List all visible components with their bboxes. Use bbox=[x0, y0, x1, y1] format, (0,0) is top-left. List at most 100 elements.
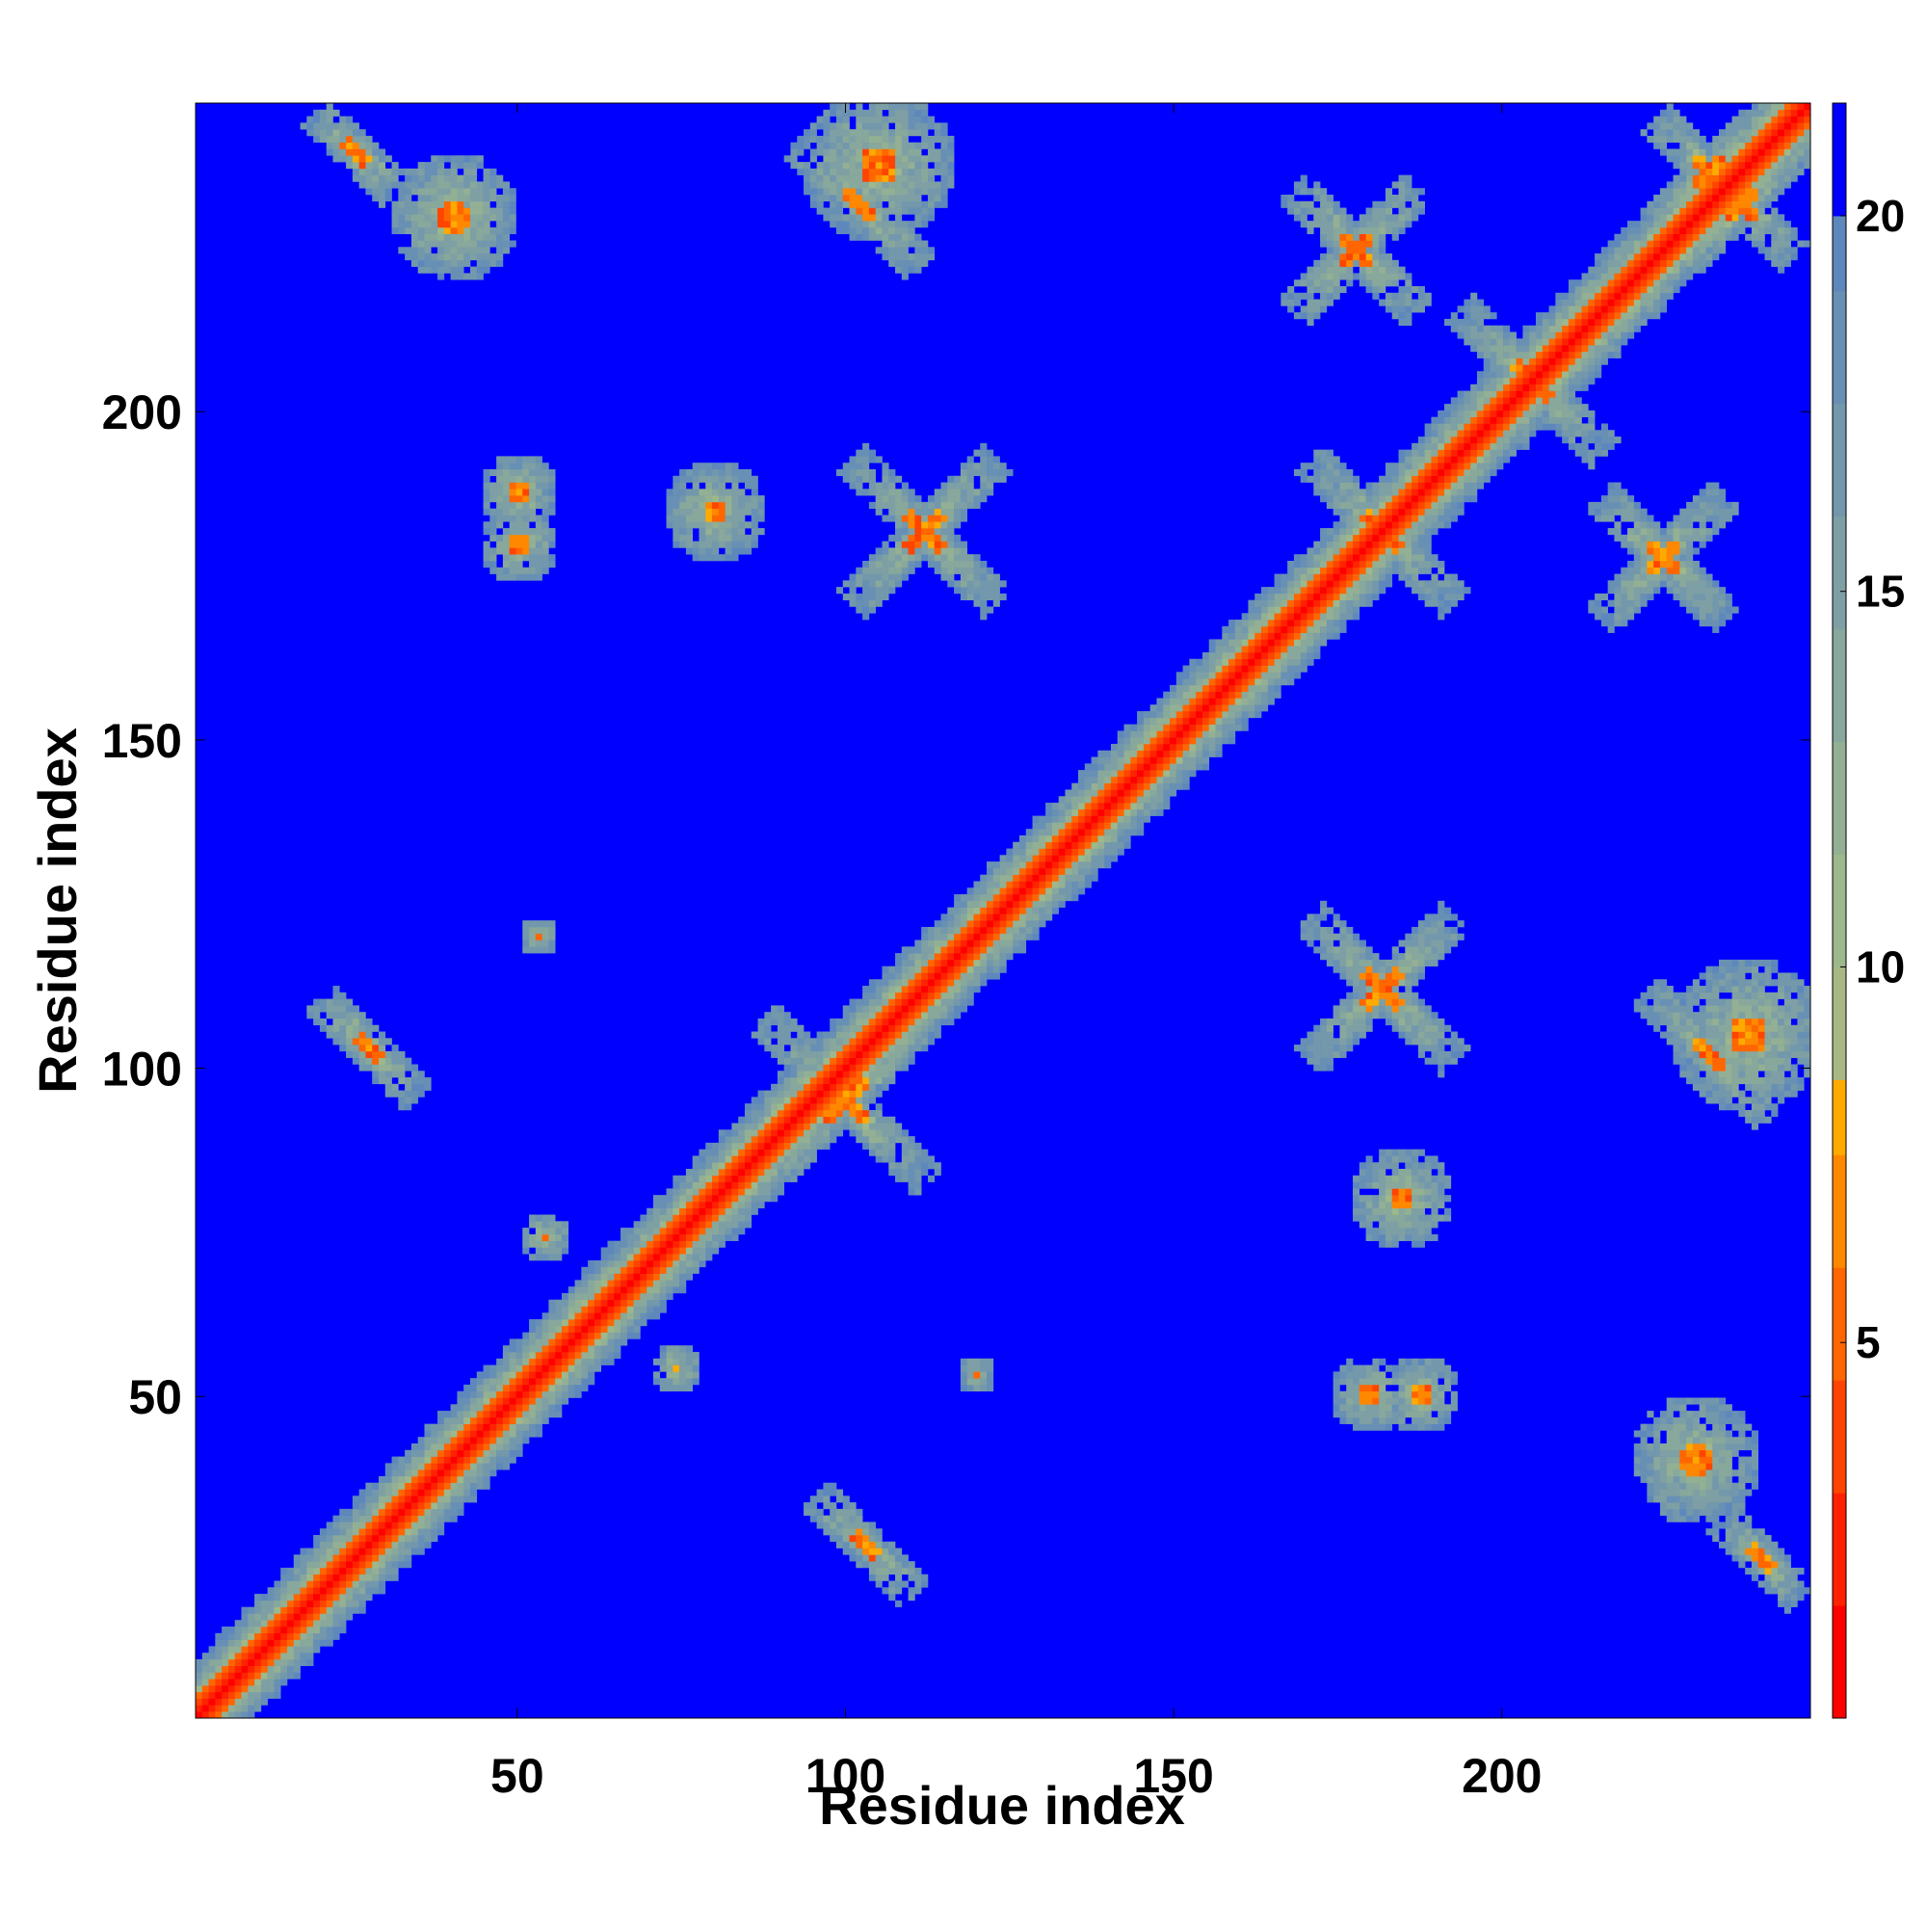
heatmap-cell bbox=[234, 1620, 242, 1628]
heatmap-cell bbox=[208, 1672, 216, 1680]
heatmap-cell bbox=[790, 1103, 798, 1111]
heatmap-cell bbox=[992, 972, 1000, 980]
heatmap-cell bbox=[529, 489, 537, 496]
heatmap-cell bbox=[652, 1260, 661, 1268]
heatmap-cell bbox=[856, 456, 863, 463]
heatmap-cell bbox=[372, 1508, 380, 1516]
heatmap-cell bbox=[489, 1397, 497, 1405]
heatmap-cell bbox=[908, 1031, 915, 1039]
heatmap-cell bbox=[529, 1411, 537, 1418]
heatmap-cell bbox=[940, 168, 948, 175]
heatmap-cell bbox=[326, 148, 333, 156]
heatmap-cell bbox=[352, 135, 359, 144]
heatmap-cell bbox=[1130, 782, 1138, 790]
heatmap-cell bbox=[555, 1352, 563, 1360]
heatmap-cell bbox=[254, 1606, 262, 1614]
heatmap-cell bbox=[391, 1071, 399, 1078]
heatmap-cell bbox=[607, 1286, 615, 1294]
heatmap-cell bbox=[234, 1672, 242, 1680]
heatmap-cell bbox=[809, 1502, 817, 1510]
heatmap-cell bbox=[384, 174, 392, 182]
heatmap-cell bbox=[797, 1116, 805, 1124]
heatmap-cell bbox=[548, 554, 556, 562]
heatmap-cell bbox=[352, 1057, 359, 1065]
heatmap-cell bbox=[626, 1306, 634, 1313]
heatmap-cell bbox=[346, 116, 354, 123]
heatmap-cell bbox=[515, 573, 523, 581]
heatmap-cell bbox=[673, 1181, 680, 1189]
heatmap-cell bbox=[1149, 730, 1157, 738]
heatmap-cell bbox=[1071, 829, 1079, 836]
heatmap-cell bbox=[1123, 743, 1131, 752]
heatmap-cell bbox=[862, 1018, 870, 1026]
heatmap-cell bbox=[457, 1390, 464, 1398]
heatmap-cell bbox=[1287, 639, 1295, 647]
heatmap-cell bbox=[797, 1031, 805, 1039]
heatmap-cell bbox=[1117, 815, 1124, 823]
heatmap-cell bbox=[241, 1632, 249, 1640]
heatmap-cell bbox=[823, 155, 831, 163]
heatmap-cell bbox=[502, 1384, 510, 1392]
heatmap-cell bbox=[463, 162, 471, 170]
heatmap-cell bbox=[1241, 613, 1249, 621]
heatmap-cell bbox=[901, 495, 909, 503]
heatmap-cell bbox=[966, 979, 974, 987]
heatmap-cell bbox=[476, 1449, 484, 1457]
heatmap-cell bbox=[999, 475, 1007, 483]
heatmap-cell bbox=[457, 240, 464, 248]
heatmap-cell bbox=[496, 482, 504, 490]
heatmap-cell bbox=[901, 1175, 909, 1182]
heatmap-cell bbox=[306, 1632, 314, 1640]
heatmap-cell bbox=[469, 174, 478, 182]
heatmap-cell bbox=[496, 207, 504, 215]
heatmap-cell bbox=[868, 1090, 876, 1098]
heatmap-cell bbox=[888, 1064, 896, 1072]
heatmap-cell bbox=[372, 1077, 380, 1085]
heatmap-cell bbox=[1267, 672, 1275, 679]
heatmap-cell bbox=[842, 174, 850, 182]
heatmap-cell bbox=[973, 489, 981, 496]
heatmap-cell bbox=[764, 1181, 772, 1189]
heatmap-cell bbox=[633, 1221, 641, 1229]
heatmap-cell bbox=[1208, 724, 1216, 731]
heatmap-cell bbox=[908, 1024, 915, 1032]
heatmap-cell bbox=[489, 259, 497, 267]
heatmap-cell bbox=[405, 214, 412, 222]
heatmap-cell bbox=[914, 1142, 922, 1150]
heatmap-cell bbox=[804, 1038, 811, 1045]
heatmap-cell bbox=[1189, 691, 1197, 699]
heatmap-cell bbox=[882, 162, 889, 170]
heatmap-cell bbox=[391, 1482, 399, 1490]
heatmap-cell bbox=[410, 1508, 419, 1516]
heatmap-cell bbox=[274, 1646, 281, 1654]
heatmap-cell bbox=[535, 547, 542, 555]
heatmap-cell bbox=[529, 1358, 537, 1365]
heatmap-cell bbox=[398, 221, 406, 228]
heatmap-cell bbox=[568, 1299, 575, 1307]
heatmap-cell bbox=[856, 188, 863, 196]
heatmap-cell bbox=[600, 1286, 608, 1294]
heatmap-cell bbox=[496, 1411, 504, 1418]
heatmap-cell bbox=[908, 953, 915, 961]
heatmap-cell bbox=[842, 1031, 850, 1039]
heatmap-cell bbox=[529, 468, 537, 477]
heatmap-cell bbox=[895, 207, 903, 215]
heatmap-cell bbox=[1196, 711, 1203, 719]
heatmap-cell bbox=[1156, 770, 1164, 778]
heatmap-cell bbox=[882, 253, 889, 261]
heatmap-cell bbox=[515, 482, 523, 490]
heatmap-cell bbox=[809, 129, 817, 137]
heatmap-cell bbox=[196, 1672, 203, 1680]
heatmap-cell bbox=[862, 214, 870, 222]
heatmap-cell bbox=[1130, 770, 1138, 778]
heatmap-cell bbox=[673, 1266, 680, 1274]
heatmap-cell bbox=[1170, 776, 1177, 783]
heatmap-cell bbox=[306, 1554, 314, 1562]
heatmap-cell bbox=[934, 501, 941, 509]
heatmap-cell bbox=[927, 979, 936, 987]
heatmap-cell bbox=[914, 200, 922, 208]
heatmap-cell bbox=[1175, 756, 1183, 764]
heatmap-cell bbox=[332, 1548, 340, 1555]
heatmap-cell bbox=[835, 1522, 844, 1529]
heatmap-cell bbox=[326, 998, 333, 1006]
